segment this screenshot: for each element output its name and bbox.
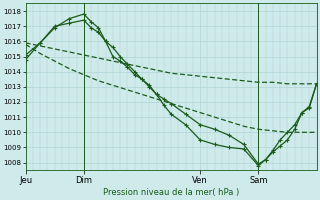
X-axis label: Pression niveau de la mer( hPa ): Pression niveau de la mer( hPa ) [103,188,239,197]
